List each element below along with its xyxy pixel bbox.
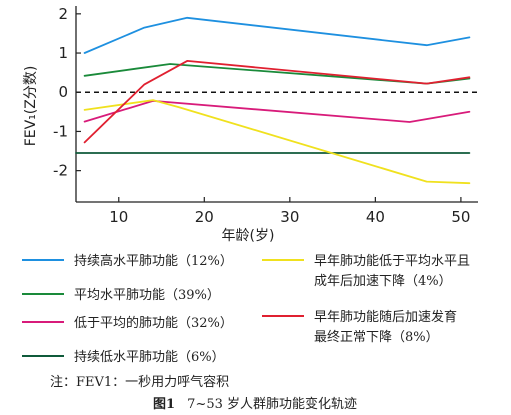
y-tick-label: -1 bbox=[53, 122, 68, 140]
y-axis-ticks: -2 -1 0 1 2 bbox=[53, 5, 81, 180]
legend-label: 低于平均的肺功能（32%） bbox=[74, 315, 233, 331]
legend-label: 早年肺功能随后加速发育 bbox=[314, 309, 457, 325]
legend-label: 早年肺功能低于平均水平且 bbox=[314, 254, 470, 269]
y-tick-label: -2 bbox=[53, 162, 68, 180]
x-tick-label: 10 bbox=[109, 208, 128, 226]
y-tick-label: 0 bbox=[58, 83, 68, 101]
x-axis-ticks: 10 20 30 40 50 bbox=[109, 197, 470, 226]
legend-item-3: 低于平均的肺功能（32%） bbox=[22, 315, 233, 331]
y-tick-label: 1 bbox=[58, 44, 68, 62]
x-tick-label: 30 bbox=[280, 208, 299, 226]
legend-label: 平均水平肺功能（39%） bbox=[74, 288, 220, 303]
legend-label: 最终正常下降（8%） bbox=[314, 329, 439, 345]
legend-label: 持续高水平肺功能（12%） bbox=[74, 253, 233, 269]
footnote: 注：FEV1：一秒用力呼气容积 bbox=[50, 374, 229, 390]
legend-item-2: 平均水平肺功能（39%） bbox=[22, 288, 220, 303]
legend-label: 成年后加速下降（4%） bbox=[314, 274, 452, 289]
x-tick-label: 40 bbox=[366, 208, 385, 226]
figure-caption-text: 7~53 岁人群肺功能变化轨迹 bbox=[187, 396, 357, 412]
series-line-5 bbox=[83, 99, 471, 185]
y-axis-label: FEV₁(Z分数) bbox=[23, 66, 39, 147]
series-line-3 bbox=[83, 100, 471, 123]
figure-caption-label: 图1 bbox=[153, 397, 175, 412]
x-axis-label: 年龄(岁) bbox=[222, 228, 275, 244]
legend-item-1: 持续高水平肺功能（12%） bbox=[22, 253, 233, 269]
figure-caption: 图1 7~53 岁人群肺功能变化轨迹 bbox=[153, 396, 357, 412]
series-lines bbox=[75, 16, 471, 185]
legend-item-4: 持续低水平肺功能（6%） bbox=[22, 350, 225, 365]
x-tick-label: 20 bbox=[195, 208, 214, 226]
series-line-6 bbox=[83, 60, 471, 144]
series-line-2 bbox=[83, 63, 471, 85]
series-line-1 bbox=[83, 16, 471, 54]
legend-label: 持续低水平肺功能（6%） bbox=[74, 350, 225, 365]
x-tick-label: 50 bbox=[451, 208, 470, 226]
y-tick-label: 2 bbox=[58, 5, 68, 23]
legend: 持续高水平肺功能（12%） 平均水平肺功能（39%） 低于平均的肺功能（32%） 持续… bbox=[22, 253, 470, 365]
